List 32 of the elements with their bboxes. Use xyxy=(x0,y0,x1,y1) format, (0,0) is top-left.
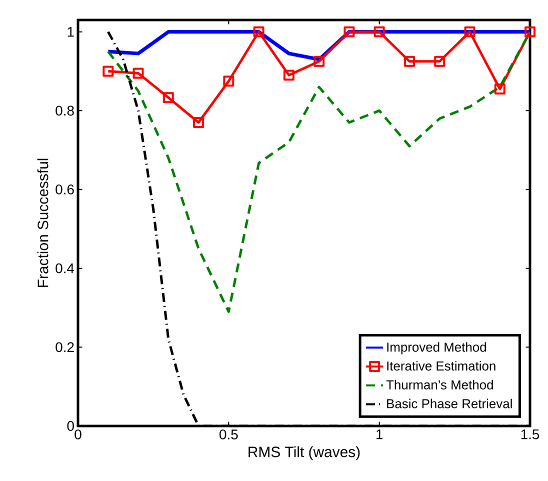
x-tick-label: 0 xyxy=(74,430,82,440)
y-tick-label: 0.8 xyxy=(56,106,74,116)
point xyxy=(162,92,174,104)
y-tick-label: 0.2 xyxy=(56,342,74,352)
x-tick-label: 1 xyxy=(376,430,383,440)
y-tick-label: 0 xyxy=(67,421,74,431)
point xyxy=(524,26,536,38)
legend-label: Basic Phase Retrieval xyxy=(387,398,512,408)
point xyxy=(344,26,355,38)
point xyxy=(404,56,415,67)
point xyxy=(223,76,234,87)
point xyxy=(374,26,385,38)
x-tick-label: 1.5 xyxy=(521,430,540,440)
y-tick-label: 1 xyxy=(68,27,74,37)
x-axis-title: RMS Tilt (waves) xyxy=(248,446,360,460)
legend-label: Iterative Estimation xyxy=(387,361,496,371)
point xyxy=(434,56,446,67)
y-tick-label: 0.4 xyxy=(56,263,74,274)
point xyxy=(193,117,204,128)
point xyxy=(132,68,144,79)
line-series xyxy=(106,30,530,313)
y-tick-label: 0.6 xyxy=(56,184,74,194)
point xyxy=(253,26,264,38)
point xyxy=(464,26,476,38)
x-tick-label: 0.5 xyxy=(220,430,238,440)
legend-label: Improved Method xyxy=(387,342,486,354)
y-axis-title: Fraction Successful xyxy=(37,158,48,287)
legend-label: Thurman’s Method xyxy=(386,380,493,390)
point xyxy=(283,70,294,81)
point xyxy=(102,66,114,77)
point xyxy=(494,83,506,94)
point xyxy=(314,56,325,67)
